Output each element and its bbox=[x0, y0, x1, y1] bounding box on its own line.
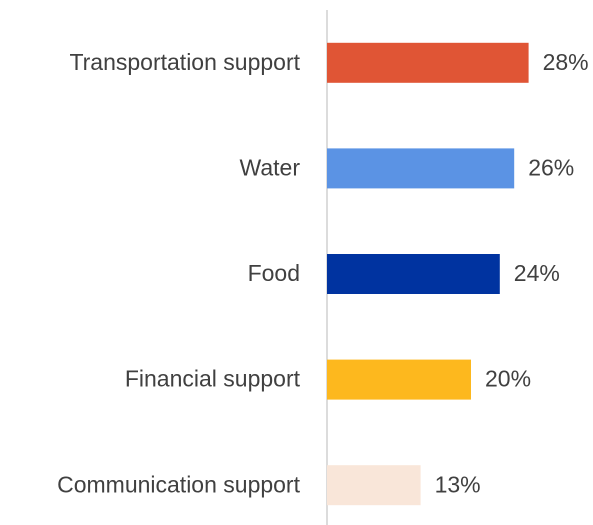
category-label: Food bbox=[248, 260, 300, 286]
bar bbox=[327, 42, 529, 83]
value-label: 20% bbox=[485, 366, 531, 392]
category-label: Financial support bbox=[125, 366, 301, 392]
value-label: 24% bbox=[514, 260, 560, 286]
bar bbox=[327, 465, 421, 506]
bar bbox=[327, 148, 515, 189]
value-label: 26% bbox=[528, 154, 574, 180]
bar bbox=[327, 359, 471, 400]
value-label: 28% bbox=[543, 49, 589, 75]
bar bbox=[327, 254, 500, 294]
category-label: Water bbox=[240, 154, 301, 180]
category-label: Transportation support bbox=[69, 49, 300, 75]
value-label: 13% bbox=[435, 471, 481, 497]
category-label: Communication support bbox=[57, 471, 301, 497]
